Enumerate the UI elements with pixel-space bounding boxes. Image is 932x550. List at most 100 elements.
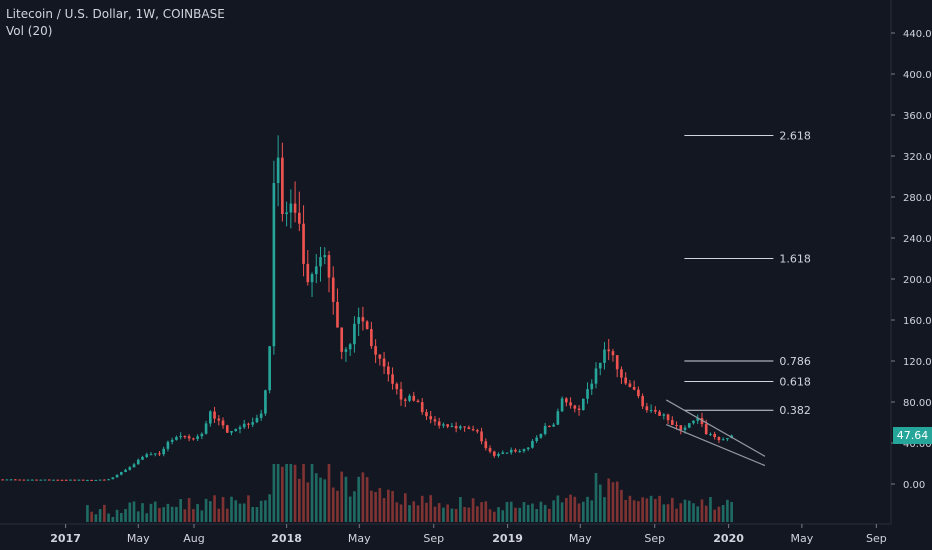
fib-level-label: 0.618 xyxy=(779,376,811,389)
volume-bar xyxy=(124,509,127,522)
volume-bar xyxy=(641,497,644,522)
candle-body xyxy=(416,400,420,403)
volume-bar xyxy=(526,504,530,522)
volume-bar xyxy=(225,508,229,522)
price-axis[interactable]: 0.00 40.00 80.00 120.00 160.00 200.00 240.00 28… xyxy=(891,29,932,491)
volume-bar xyxy=(581,501,585,522)
candle-body xyxy=(556,411,560,425)
price-tick-label: 320.00 xyxy=(903,152,932,163)
volume-bar xyxy=(450,508,454,522)
volume-bar xyxy=(272,464,276,522)
candle-body xyxy=(709,434,712,436)
candle-body xyxy=(289,203,293,213)
volume-bar xyxy=(670,497,674,522)
candle-body xyxy=(272,183,276,347)
volume-bar xyxy=(531,503,534,522)
volume-bar xyxy=(637,501,640,522)
volume-bar xyxy=(204,498,208,522)
candle-body xyxy=(298,212,301,224)
candle-body xyxy=(590,383,594,390)
candle-body xyxy=(454,425,458,429)
volume-bar xyxy=(679,503,683,522)
candle-body xyxy=(425,412,428,417)
volume-bar xyxy=(221,497,225,522)
candle-body xyxy=(56,479,60,481)
candle-body xyxy=(412,395,416,401)
volume-bar xyxy=(132,501,136,522)
candle-body xyxy=(518,451,522,453)
volume-bar xyxy=(412,501,416,522)
volume-bar xyxy=(429,495,433,522)
volume-bar xyxy=(344,476,348,522)
volume-bar xyxy=(713,509,716,522)
time-tick-label: May xyxy=(348,532,371,545)
candle-body xyxy=(446,424,449,427)
candle-body xyxy=(9,479,13,481)
volume-bar xyxy=(603,497,606,522)
candle-body xyxy=(179,436,182,438)
volume-bar xyxy=(704,505,708,522)
candle-body xyxy=(662,414,666,416)
candle-body xyxy=(531,441,534,448)
price-tick-label: 280.00 xyxy=(903,193,932,204)
candle-body xyxy=(98,479,102,481)
price-tick-label: 40.00 xyxy=(903,439,932,450)
fib-level-label: 0.382 xyxy=(779,404,811,417)
candle-body xyxy=(234,429,238,431)
volume-bar xyxy=(119,512,123,522)
volume-bar xyxy=(645,498,649,522)
falling-wedge xyxy=(665,399,766,467)
candle-body xyxy=(1,479,4,481)
volume-bar xyxy=(187,498,191,522)
candle-body xyxy=(675,424,678,426)
volume-bar xyxy=(615,481,619,522)
candle-body xyxy=(64,479,68,481)
candle-body xyxy=(696,418,700,421)
symbol-title[interactable]: Litecoin / U.S. Dollar, 1W, COINBASE xyxy=(6,7,225,21)
candle-body xyxy=(251,422,255,425)
candle-body xyxy=(306,263,310,283)
candle-body xyxy=(5,479,9,481)
candle-body xyxy=(459,426,462,429)
candle-body xyxy=(505,452,509,454)
candle-body xyxy=(221,420,225,426)
candle-body xyxy=(522,449,526,452)
candle-body xyxy=(153,453,157,455)
volume-bar xyxy=(285,464,288,522)
volume-bar xyxy=(158,507,161,522)
volume-bar xyxy=(573,496,577,522)
volume-bar xyxy=(348,496,352,522)
candle-body xyxy=(450,425,454,427)
volume-bar xyxy=(353,491,356,522)
candle-body xyxy=(645,406,649,411)
candle-body xyxy=(433,419,437,422)
candle-body xyxy=(577,408,581,411)
candle-body xyxy=(569,402,572,406)
volume-bar xyxy=(586,496,589,522)
volume-bar xyxy=(721,505,725,522)
candle-body xyxy=(208,411,212,424)
candle-body xyxy=(471,429,475,431)
candle-body xyxy=(128,467,132,470)
volume-bar xyxy=(103,504,106,522)
candle-body xyxy=(319,257,322,267)
candle-body xyxy=(196,436,199,439)
candle-body xyxy=(603,349,606,363)
volume-bar xyxy=(200,510,204,522)
candle-body xyxy=(230,430,233,433)
volume-bar xyxy=(264,500,267,522)
candle-body xyxy=(107,479,110,481)
volume-bar xyxy=(289,464,293,522)
candle-body xyxy=(162,448,166,455)
candle-body xyxy=(281,157,284,215)
volume-bar xyxy=(115,509,119,522)
volume-bar xyxy=(153,501,157,522)
time-axis[interactable]: 2017 May Aug 2018 May Sep 2019 May Sep 2020 May Sep xyxy=(50,524,887,545)
candle-body xyxy=(361,317,365,322)
candles xyxy=(1,135,733,481)
candle-body xyxy=(340,327,344,352)
candle-body xyxy=(628,383,632,388)
volume-bar xyxy=(632,500,636,522)
volume-indicator-label[interactable]: Vol (20) xyxy=(6,24,53,38)
